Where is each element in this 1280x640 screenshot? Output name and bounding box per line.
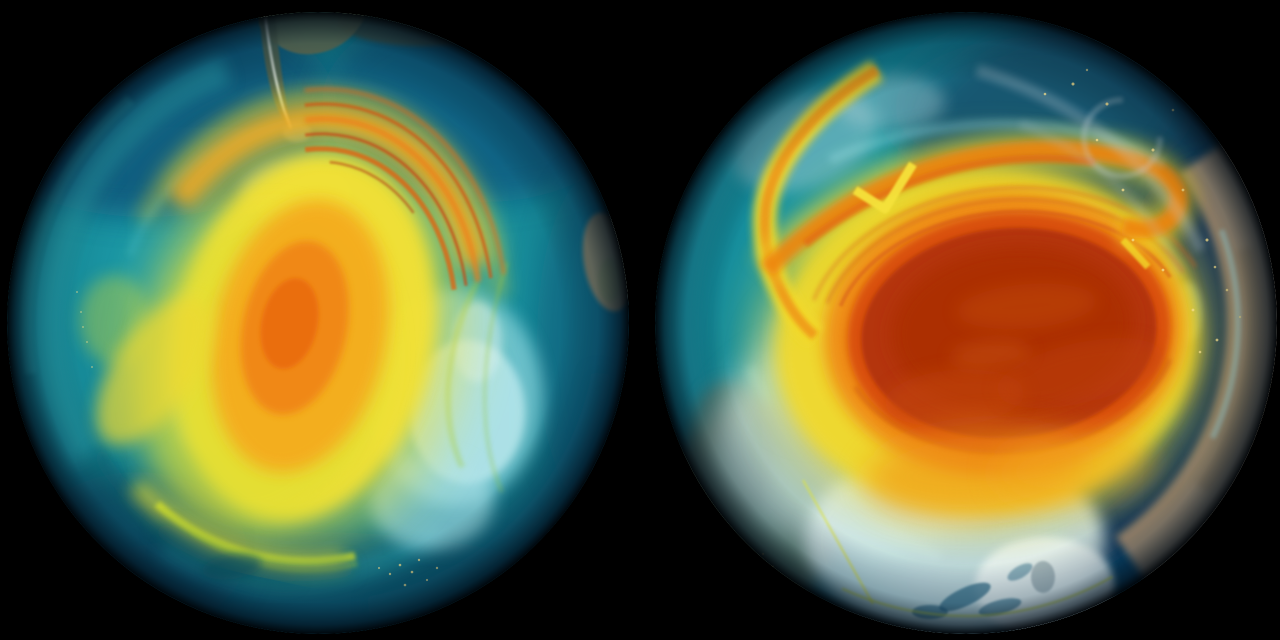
right-globe-disc: [655, 12, 1277, 634]
limb-shading: [7, 12, 629, 634]
right-globe: [655, 12, 1277, 634]
left-globe: [7, 12, 629, 634]
south-polar-globe-svg: [7, 12, 629, 634]
left-globe-disc: [7, 12, 629, 634]
north-polar-globe-svg: [655, 12, 1277, 634]
limb-shading: [655, 12, 1277, 634]
